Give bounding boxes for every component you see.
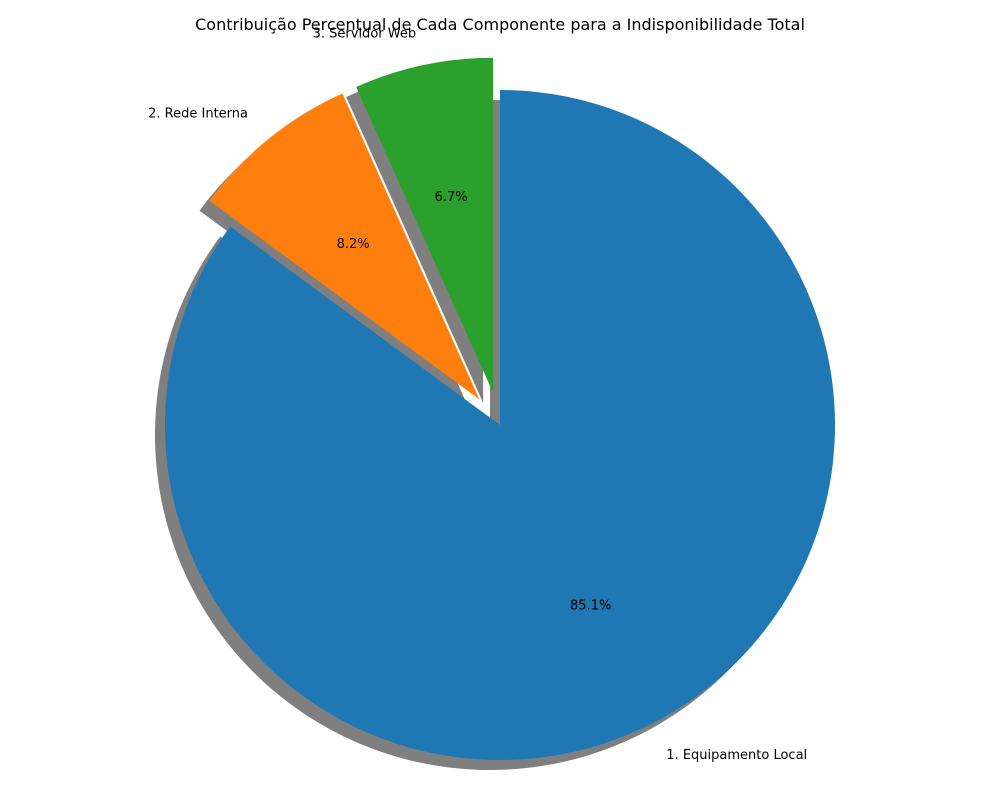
chart-title: Contribuição Percentual de Cada Componen…: [195, 15, 805, 34]
slice-label-rede-interna: 2. Rede Interna: [148, 106, 248, 121]
slice-label-equipamento-local: 1. Equipamento Local: [666, 748, 807, 763]
slice-layer: [164, 57, 835, 760]
pie-slice-servidor-web: [356, 57, 494, 393]
slice-percentage-rede-interna: 8.2%: [337, 237, 370, 252]
slice-percentage-servidor-web: 6.7%: [435, 190, 468, 205]
pie-slice-rede-interna: [209, 93, 480, 400]
pie-slice-equipamento-local: [164, 90, 835, 760]
label-layer: 1. Equipamento Local 85.1% 2. Rede Interna…: [148, 26, 807, 763]
slice-label-servidor-web: 3. Servidor Web: [313, 26, 416, 41]
slice-percentage-equipamento-local: 85.1%: [570, 598, 611, 613]
